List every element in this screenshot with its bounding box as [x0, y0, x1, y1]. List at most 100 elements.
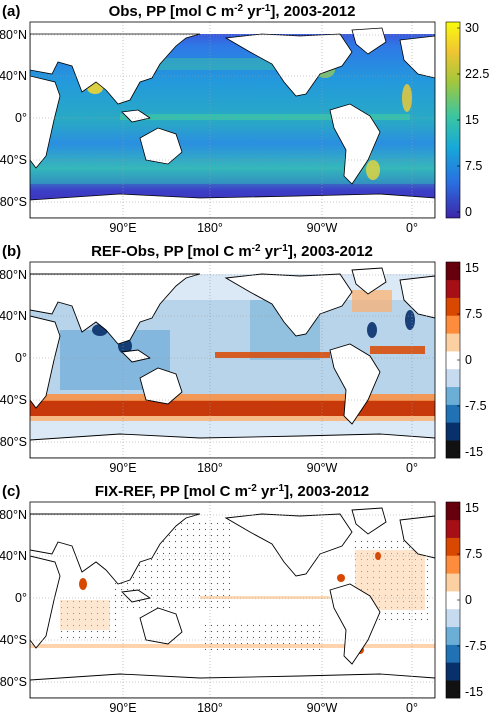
colorbar-segment — [446, 573, 460, 592]
colorbar-tick-label: 15 — [465, 501, 479, 515]
antarctica-land — [30, 193, 435, 218]
colorbar-segment — [446, 502, 460, 521]
panel-b-lat-tick: 0° — [15, 351, 27, 365]
panel-a-colorbar-ticks: 30 22.5 15 7.5 0 — [457, 21, 489, 219]
colorbar-tick-label: 0 — [465, 353, 472, 367]
eurasia-land — [30, 513, 201, 585]
panel-b: (b) REF-Obs, PP [mol C m-2 yr-1], 2003-2… — [0, 243, 487, 475]
panel-a-southern-band — [30, 170, 435, 184]
panel-b-southern-positive-band — [30, 394, 435, 401]
colorbar-segment — [446, 315, 460, 334]
panel-c-lon-tick: 90°E — [109, 701, 136, 715]
panel-c-lat-tick: 80°N — [0, 508, 27, 522]
panel-a-hotspot — [366, 160, 380, 180]
colorbar-segment — [446, 608, 460, 628]
panel-a: (a) Obs, PP [mol C m-2 yr-1], 2003-2012 — [0, 3, 489, 235]
panel-b-colorbar — [445, 261, 461, 459]
panel-c-southern-band — [30, 644, 435, 648]
panel-c-positive-area — [60, 600, 110, 630]
panel-a-lon-tick: 90°W — [307, 221, 338, 235]
panel-a-hotspot — [402, 84, 412, 112]
colorbar-segment — [446, 662, 460, 681]
australia-land — [139, 367, 183, 405]
panel-b-colorbar-ticks: 15 7.5 0 -7.5 -15 — [457, 261, 487, 459]
colorbar-segment — [446, 333, 460, 352]
panel-b-lat-tick: 80°S — [0, 435, 27, 449]
north-america-land — [224, 513, 353, 577]
panel-c-lat-tick: 0° — [15, 591, 27, 605]
panel-b-frame — [29, 261, 436, 459]
colorbar-tick-label: -15 — [465, 685, 483, 699]
south-america-land — [329, 103, 381, 185]
panel-b-north-atlantic-band — [352, 290, 392, 312]
colorbar-tick-label: -7.5 — [465, 639, 487, 653]
panel-b-lon-tick: 180° — [197, 461, 223, 475]
panel-c-lat-tick: 40°S — [0, 633, 27, 647]
panel-c-colorbar-ticks: 15 7.5 0 -7.5 -15 — [457, 501, 487, 699]
south-america-land — [329, 583, 381, 665]
colorbar-segment — [446, 440, 460, 459]
panel-b-southern-positive-band — [30, 416, 435, 421]
panel-a-lat-tick: 0° — [15, 111, 27, 125]
panel-c-land — [30, 507, 435, 698]
panel-b-lat-tick: 80°N — [0, 268, 27, 282]
africa-land — [30, 555, 61, 649]
colorbar-tick-label: 0 — [465, 205, 472, 219]
colorbar-segment — [446, 351, 460, 370]
colorbar-segment — [446, 422, 460, 441]
colorbar-tick-label: -15 — [465, 445, 483, 459]
panel-c-map — [30, 502, 435, 698]
panel-a-lon-tick: 90°E — [109, 221, 136, 235]
panel-a-equatorial-band — [120, 114, 410, 120]
panel-c-label: (c) — [2, 483, 20, 500]
panel-a-lat-tick: 80°N — [0, 28, 27, 42]
panel-c-lat-tick: 40°N — [0, 549, 27, 563]
panel-b-lon-tick: 0° — [406, 461, 418, 475]
colorbar-segment — [446, 537, 460, 556]
colorbar-tick-label: 0 — [465, 593, 472, 607]
colorbar-segment — [446, 279, 460, 298]
africa-land — [30, 315, 61, 409]
colorbar-segment — [446, 591, 460, 610]
eurasia-land — [30, 33, 201, 105]
colorbar-segment — [446, 555, 460, 574]
panel-b-land — [30, 262, 435, 458]
colorbar-segment — [446, 644, 460, 663]
panel-a-lat-tick: 40°N — [0, 69, 27, 83]
panel-a-land — [30, 22, 435, 218]
australia-land — [139, 127, 183, 165]
colorbar-tick-label: 7.5 — [465, 159, 482, 173]
panel-c-lon-tick: 0° — [406, 701, 418, 715]
colorbar-segment — [446, 404, 460, 423]
colorbar-tick-label: -7.5 — [465, 399, 487, 413]
panel-c-equatorial-band — [200, 596, 330, 599]
colorbar-tick-label: 22.5 — [465, 67, 489, 81]
panel-a-lat-tick: 80°S — [0, 195, 27, 209]
panel-c-colorbar — [445, 501, 461, 699]
north-america-land — [224, 33, 353, 97]
panel-b-title: REF-Obs, PP [mol C m-2 yr-1], 2003-2012 — [91, 243, 373, 260]
panel-a-title: Obs, PP [mol C m-2 yr-1], 2003-2012 — [109, 3, 356, 20]
colorbar-tick-label: 15 — [465, 113, 479, 127]
panel-a-label: (a) — [2, 3, 20, 20]
panel-c-title: FIX-REF, PP [mol C m-2 yr-1], 2003-2012 — [95, 483, 369, 500]
panel-c-lat-tick: 80°S — [0, 675, 27, 689]
panel-a-lat-tick: 40°S — [0, 153, 27, 167]
panel-b-lon-tick: 90°W — [307, 461, 338, 475]
colorbar-segment — [446, 626, 460, 645]
panel-b-southern-positive-band — [30, 400, 435, 416]
panel-a-frame — [29, 21, 436, 219]
colorbar-segment — [446, 386, 460, 405]
panel-a-lon-tick: 0° — [406, 221, 418, 235]
greenland-land — [351, 507, 387, 535]
panel-b-lon-tick: 90°E — [109, 461, 136, 475]
panel-b-label: (b) — [2, 243, 21, 260]
panel-c-lon-tick: 180° — [197, 701, 223, 715]
panel-a-lon-tick: 180° — [197, 221, 223, 235]
colorbar-tick-label: 7.5 — [465, 307, 482, 321]
colorbar-segment — [446, 368, 460, 388]
antarctica-land — [30, 433, 435, 458]
north-america-land — [224, 273, 353, 337]
australia-land — [139, 607, 183, 645]
colorbar-tick-label: 7.5 — [465, 547, 482, 561]
